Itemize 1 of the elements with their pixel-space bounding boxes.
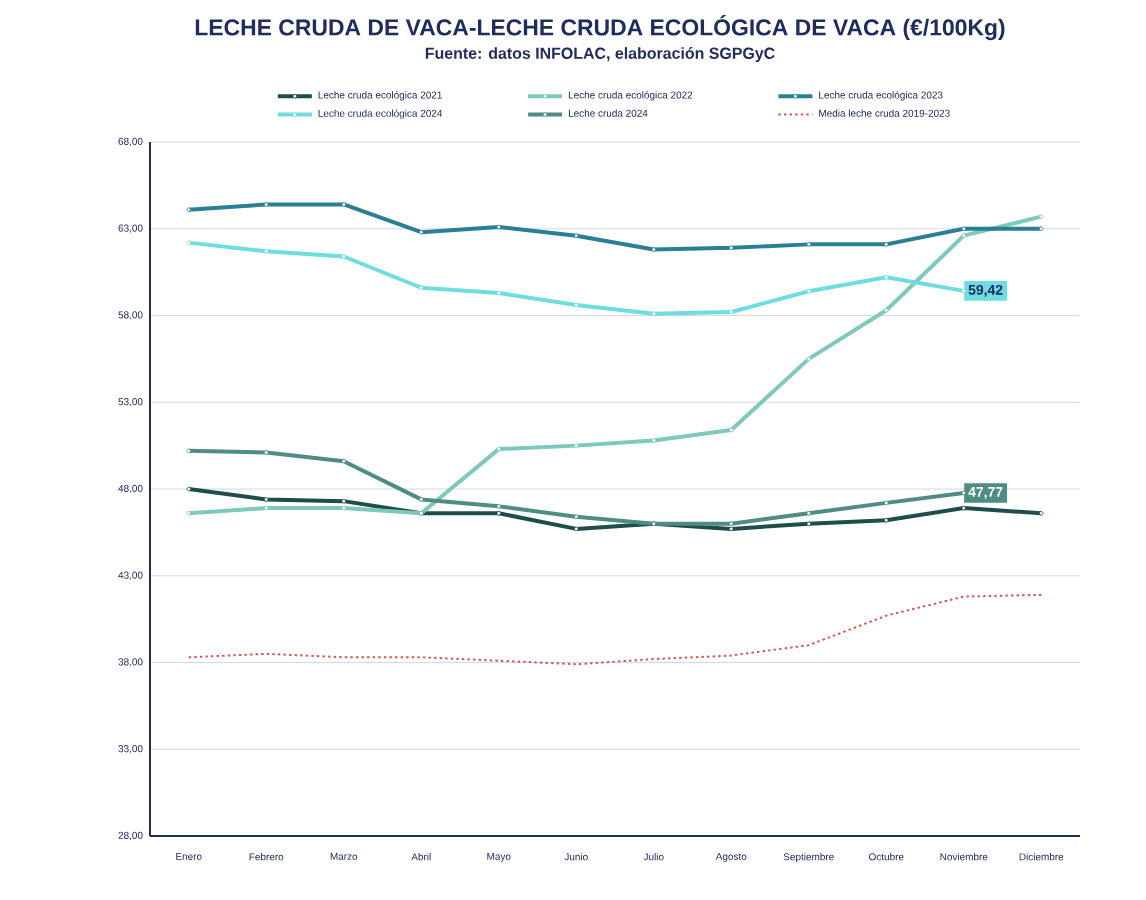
- chart-title: LECHE CRUDA DE VACA-LECHE CRUDA ECOLÓGICA DE VACA (€/100Kg): [195, 15, 1005, 41]
